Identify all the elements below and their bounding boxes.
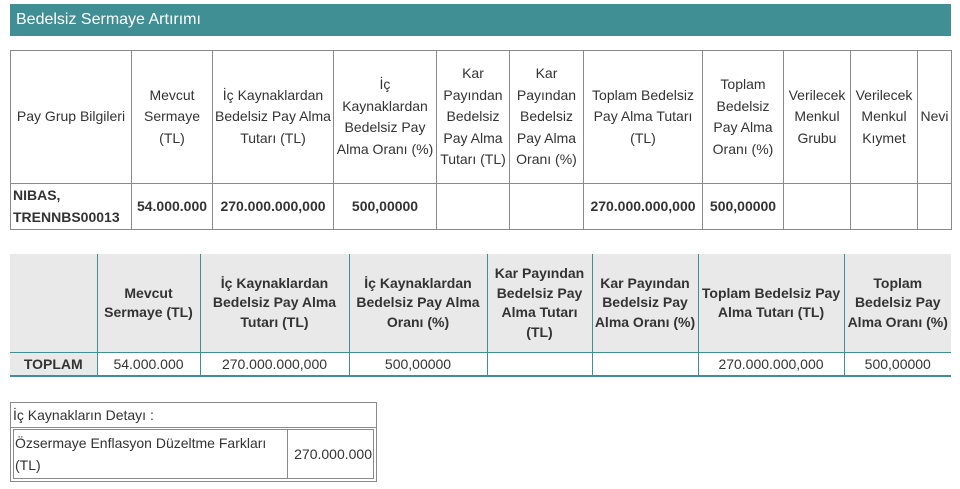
ic-kaynaklar-detay: İç Kaynakların Detayı : Özsermaye Enflas…	[10, 402, 377, 482]
header-cell: Kar Payından Bedelsiz Pay Alma Tutarı (T…	[486, 254, 593, 353]
detail-title: İç Kaynakların Detayı :	[11, 403, 376, 428]
section-title: Bedelsiz Sermaye Artırımı	[10, 4, 951, 36]
header-cell: Toplam Bedelsiz Pay Alma Tutarı (TL)	[583, 50, 703, 184]
header-cell: Verilecek Menkul Kıymet	[850, 50, 918, 184]
cell: 500,00000	[333, 183, 437, 230]
header-cell: İç Kaynaklardan Bedelsiz Pay Alma Oranı …	[348, 254, 488, 353]
cell	[783, 183, 851, 230]
cell: 270.000.000,000	[697, 352, 845, 377]
header-cell: Pay Grup Bilgileri	[10, 50, 132, 184]
toplam-table: Mevcut Sermaye (TL) İç Kaynaklardan Bede…	[10, 254, 951, 377]
cell	[486, 352, 593, 377]
cell	[850, 183, 918, 230]
header-cell: Kar Payından Bedelsiz Pay Alma Oranı (%)	[591, 254, 699, 353]
cell: 270.000.000,000	[583, 183, 703, 230]
total-label: TOPLAM	[10, 352, 98, 377]
header-cell: İç Kaynaklardan Bedelsiz Pay Alma Oranı …	[333, 50, 437, 184]
header-cell: Kar Payından Bedelsiz Pay Alma Tutarı (T…	[436, 50, 510, 184]
cell	[917, 183, 952, 230]
cell: 500,00000	[348, 352, 488, 377]
header-cell: Toplam Bedelsiz Pay Alma Oranı (%)	[843, 254, 951, 353]
cell	[591, 352, 699, 377]
cell: NIBAS, TRENNBS00013	[10, 183, 132, 230]
cell: 500,00000	[843, 352, 951, 377]
header-cell: İç Kaynaklardan Bedelsiz Pay Alma Tutarı…	[212, 50, 334, 184]
cell: 54.000.000	[96, 352, 201, 377]
header-cell: İç Kaynaklardan Bedelsiz Pay Alma Tutarı…	[199, 254, 350, 353]
cell	[509, 183, 584, 230]
header-cell: Toplam Bedelsiz Pay Alma Oranı (%)	[702, 50, 784, 184]
detail-label: Özsermaye Enflasyon Düzeltme Farkları (T…	[14, 430, 288, 478]
cell	[436, 183, 510, 230]
pay-grup-table: Pay Grup Bilgileri Mevcut Sermaye (TL) İ…	[10, 50, 952, 230]
header-cell: Toplam Bedelsiz Pay Alma Tutarı (TL)	[697, 254, 845, 353]
cell: 270.000.000,000	[212, 183, 334, 230]
header-cell: Verilecek Menkul Grubu	[783, 50, 851, 184]
cell: 270.000.000,000	[199, 352, 350, 377]
header-row: Mevcut Sermaye (TL) İç Kaynaklardan Bede…	[10, 254, 951, 353]
table-row: NIBAS, TRENNBS00013 54.000.000 270.000.0…	[10, 183, 952, 230]
header-cell: Mevcut Sermaye (TL)	[96, 254, 201, 353]
header-row: Pay Grup Bilgileri Mevcut Sermaye (TL) İ…	[10, 50, 952, 184]
cell: 54.000.000	[131, 183, 213, 230]
detail-value: 270.000.000	[294, 446, 372, 462]
detail-row: Özsermaye Enflasyon Düzeltme Farkları (T…	[13, 429, 374, 479]
header-cell: Kar Payından Bedelsiz Pay Alma Oranı (%)	[509, 50, 584, 184]
cell: 500,00000	[702, 183, 784, 230]
header-cell: Mevcut Sermaye (TL)	[131, 50, 213, 184]
header-cell: Nevi	[917, 50, 952, 184]
header-cell	[10, 254, 98, 353]
total-row: TOPLAM 54.000.000 270.000.000,000 500,00…	[10, 352, 951, 377]
